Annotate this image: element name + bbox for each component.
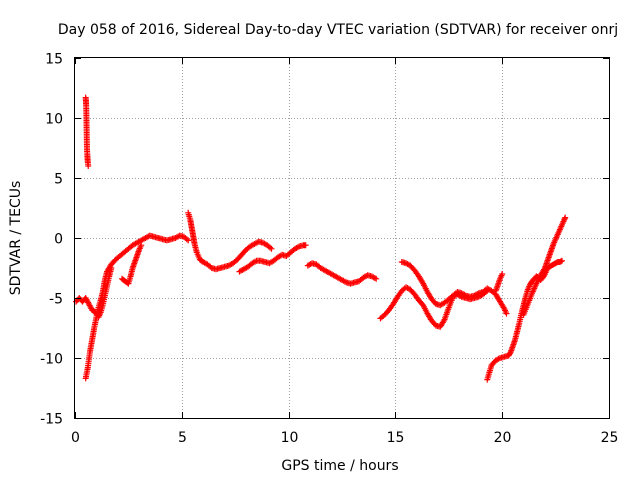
series-arc-8 <box>304 260 380 287</box>
series-arc-13 <box>520 214 569 318</box>
series-arc-4 <box>95 265 115 321</box>
x-tick-label: 5 <box>178 430 187 446</box>
y-axis-label: SDTVAR / TECUs <box>8 181 24 296</box>
series-arc-11 <box>492 271 506 294</box>
y-tick-label: -15 <box>40 412 63 428</box>
axis-ticks: 0 5 10 15 20 25 -15 -10 -5 0 5 10 15 <box>40 52 618 447</box>
x-tick-label: 20 <box>494 430 512 446</box>
y-tick-label: 15 <box>45 52 63 68</box>
data-series <box>73 94 569 383</box>
series-arc-12 <box>484 257 566 383</box>
data-point <box>185 237 192 244</box>
plot-frame <box>74 57 610 419</box>
series-arc-6 <box>185 209 275 273</box>
series-arc-9 <box>377 284 491 330</box>
x-tick-label: 0 <box>71 430 80 446</box>
y-tick-label: 0 <box>54 232 63 248</box>
data-point <box>138 242 145 249</box>
y-tick-label: -10 <box>40 352 63 368</box>
x-tick-label: 25 <box>601 430 619 446</box>
series-arc-10 <box>398 259 510 317</box>
data-point <box>85 163 92 169</box>
series-arc-7 <box>236 242 309 275</box>
x-tick-label: 10 <box>281 430 299 446</box>
grid-lines <box>75 58 609 418</box>
y-tick-label: 10 <box>45 112 63 128</box>
chart-title: Day 058 of 2016, Sidereal Day-to-day VTE… <box>58 22 618 38</box>
data-point <box>503 310 510 317</box>
data-point <box>108 265 115 271</box>
series-arc-2 <box>82 94 92 169</box>
data-point <box>499 271 506 277</box>
data-point <box>559 257 566 264</box>
x-axis-label: GPS time / hours <box>281 458 398 474</box>
data-point <box>507 350 514 357</box>
data-point <box>302 242 309 249</box>
data-point <box>268 245 275 252</box>
series-arc-5 <box>118 242 145 287</box>
x-tick-label: 15 <box>387 430 405 446</box>
y-tick-label: -5 <box>49 292 63 308</box>
y-tick-label: 5 <box>54 172 63 188</box>
data-point <box>373 275 380 282</box>
data-point <box>562 214 569 221</box>
